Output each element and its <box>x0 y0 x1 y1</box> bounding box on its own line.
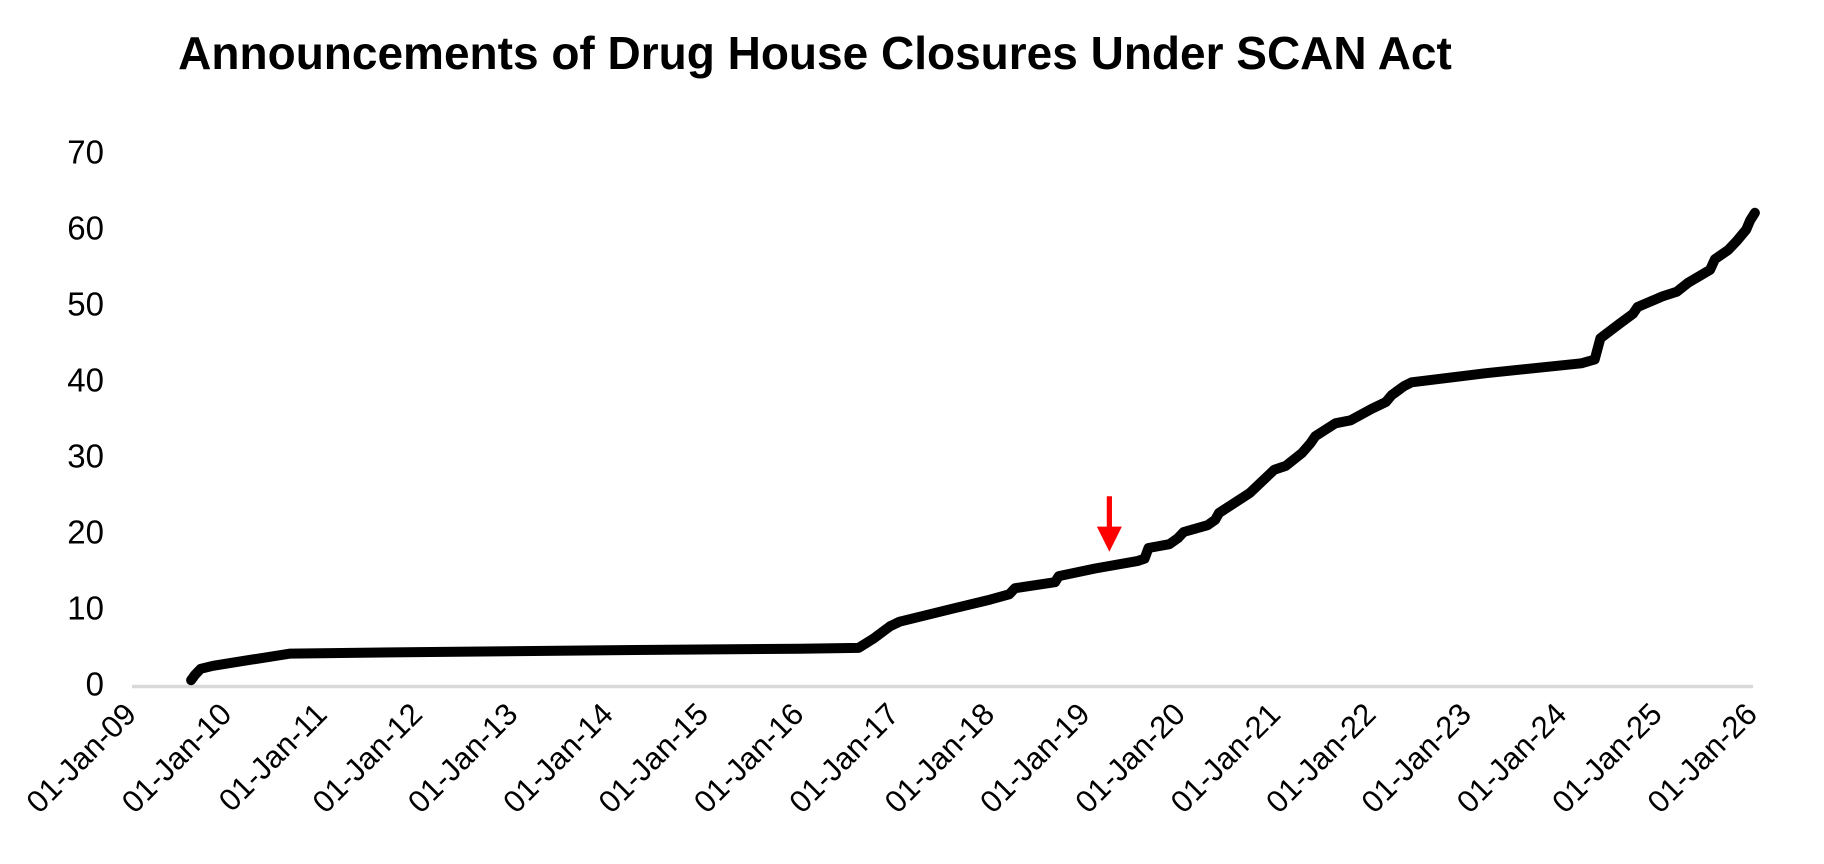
y-tick-label: 20 <box>67 514 104 551</box>
y-tick-label: 60 <box>67 210 104 247</box>
y-tick-label: 70 <box>67 134 104 171</box>
annotation-arrow-icon <box>1096 496 1122 552</box>
y-tick-label: 40 <box>67 362 104 399</box>
y-tick-label: 30 <box>67 438 104 475</box>
y-tick-label: 0 <box>86 666 104 703</box>
chart-title: Announcements of Drug House Closures Und… <box>178 27 1452 79</box>
y-tick-label: 50 <box>67 286 104 323</box>
series-line <box>186 207 1760 686</box>
y-tick-label: 10 <box>67 590 104 627</box>
